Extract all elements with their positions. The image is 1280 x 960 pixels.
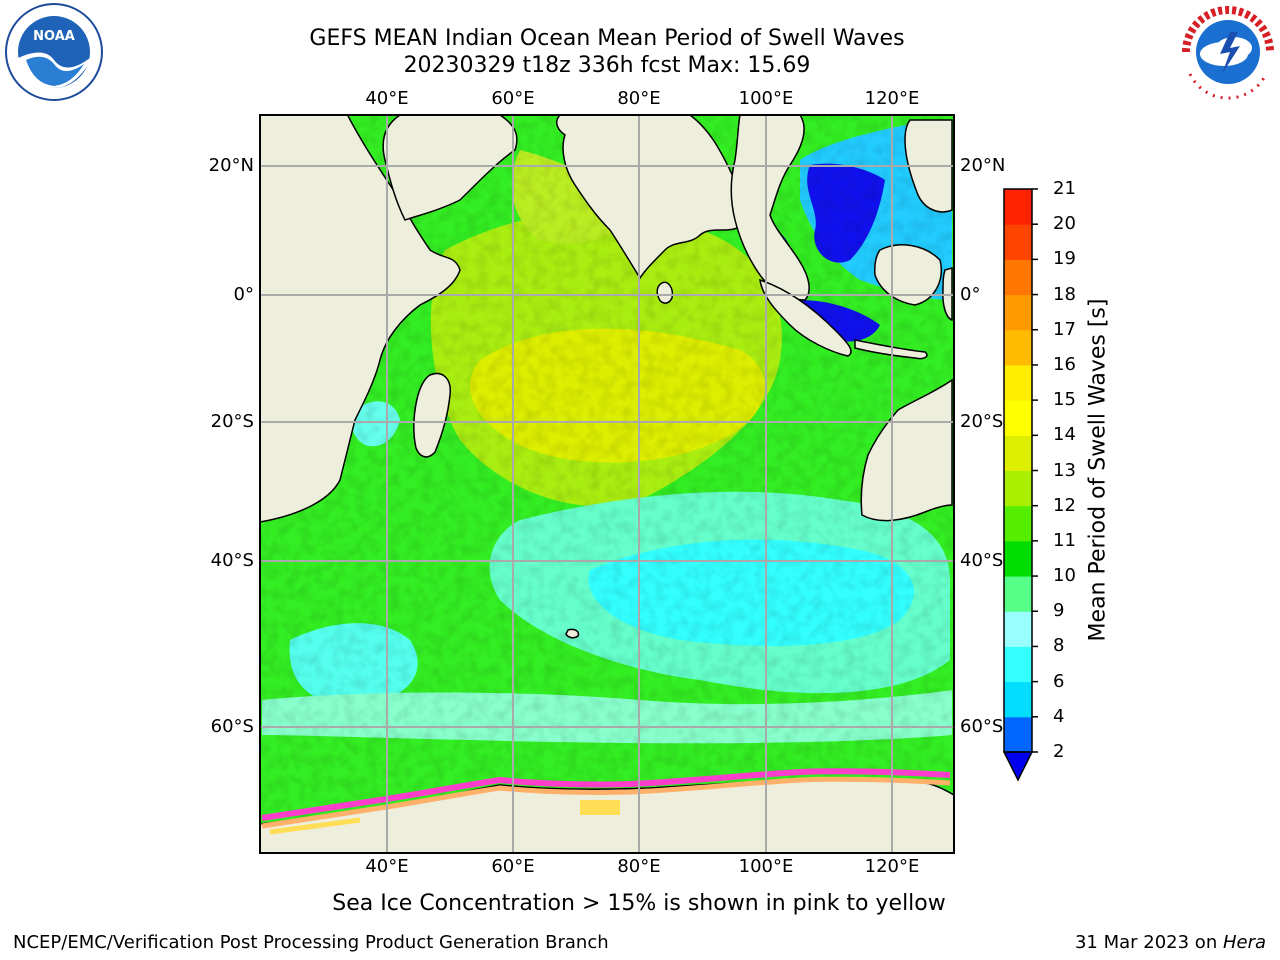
colorbar-label-text: Mean Period of Swell Waves [s] [1085,298,1111,642]
java [854,339,928,360]
lat-label-right-20n: 20°N [960,155,1006,176]
colorbar-tick-label: 2 [1053,741,1065,762]
colorbar-tick-label: 10 [1053,565,1076,587]
colorbar-swatches [1004,189,1032,753]
colorbar-tick-label: 8 [1053,635,1065,657]
colorbar-swatch [1004,364,1032,401]
sea-ice-footnote: Sea Ice Concentration > 15% is shown in … [0,891,1280,917]
colorbar-tick-label: 20 [1053,213,1076,235]
colorbar-tick-label: 16 [1053,353,1076,375]
colorbar-tick-label: 19 [1053,248,1076,270]
colorbar-tick-label: 6 [1053,670,1065,692]
colorbar-under-triangle [1002,751,1034,782]
credit-date: 31 Mar 2023 on [1074,932,1223,953]
lat-label-left-40s: 40°S [210,550,254,571]
arabian-peninsula [382,115,518,221]
lon-label-bottom-40e: 40°E [365,856,409,877]
colorbar-swatch [1004,716,1032,753]
colorbar-tick-label: 17 [1053,318,1076,340]
colorbar-swatch [1004,224,1032,260]
colorbar-tick-label: 4 [1053,705,1065,727]
credit-organization: NCEP/EMC/Verification Post Processing Pr… [13,932,609,953]
lon-label-bottom-120e: 120°E [864,856,920,877]
colorbar-swatch [1004,681,1032,718]
colorbar-swatch [1004,400,1032,436]
colorbar-swatch [1004,189,1032,225]
lat-label-left-60s: 60°S [210,716,254,737]
lat-label-right-20s: 20°S [960,411,1004,432]
graticule [260,115,954,853]
nws-logo [1181,5,1275,100]
lat-label-left-20n: 20°N [208,155,254,176]
sumatra [759,278,852,357]
colorbar-tick-label: 12 [1053,494,1076,516]
land-masses [260,115,954,853]
colorbar-tick-label: 11 [1053,529,1076,551]
lon-label-top-80e: 80°E [617,88,661,109]
colorbar-swatch [1004,259,1032,296]
lon-label-bottom-60e: 60°E [491,856,535,877]
colorbar-swatch [1004,611,1032,647]
noaa-logo-text: NOAA [33,29,75,44]
lat-label-right-40s: 40°S [960,550,1004,571]
madagascar [413,372,451,458]
australia [860,378,953,522]
colorbar-swatch [1004,505,1032,542]
lon-label-top-40e: 40°E [365,88,409,109]
colorbar-swatch [1004,470,1032,507]
colorbar-swatch [1004,646,1032,683]
colorbar-swatch [1004,329,1032,366]
colorbar-tick-label: 21 [1053,178,1076,199]
lon-label-bottom-100e: 100°E [738,856,794,877]
lat-label-right-0: 0° [960,284,981,305]
lat-label-left-0: 0° [233,284,254,305]
lon-label-top-100e: 100°E [738,88,794,109]
lon-label-bottom-80e: 80°E [617,856,661,877]
colorbar-swatch [1004,540,1032,577]
colorbar-swatch [1004,435,1032,471]
lat-label-right-60s: 60°S [960,716,1004,737]
colorbar-tick-label: 15 [1053,389,1076,411]
colorbar-swatch [1004,294,1032,331]
credit-date-host: 31 Mar 2023 on Hera [1075,933,1266,953]
map-border [259,114,955,854]
title-line-1: GEFS MEAN Indian Ocean Mean Period of Sw… [309,26,905,51]
colorbar-tick-label: 14 [1053,424,1076,446]
lon-label-top-120e: 120°E [864,88,920,109]
colorbar-tick-label: 9 [1053,600,1065,622]
lon-label-top-60e: 60°E [491,88,535,109]
southeast-asia [730,115,810,301]
sea-ice-fringe [261,768,951,835]
sri-lanka [656,281,674,304]
credit-host: Hera [1222,932,1266,953]
lat-label-left-20s: 20°S [210,411,254,432]
title-line-2: 20230329 t18z 336h fcst Max: 15.69 [403,53,811,78]
colorbar-swatch [1004,576,1032,612]
sea-ice-footnote-text: Sea Ice Concentration > 15% is shown in … [332,891,946,916]
colorbar-tick-label: 18 [1053,283,1076,305]
colorbar-tick-label: 13 [1053,459,1076,481]
colorbar-tickmarks [1032,188,1038,753]
noaa-logo: NOAA [5,3,103,101]
kerguelen-island [565,628,580,639]
